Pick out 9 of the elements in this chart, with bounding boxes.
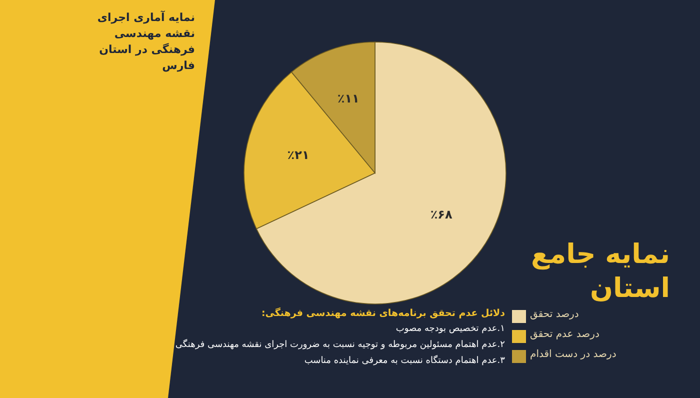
subtitle: نمایه جامع استان	[530, 238, 670, 306]
data-label: ٪۶۸	[430, 207, 454, 222]
annotation: دلائل عدم تحقق برنامه‌های نقشه مهندسی فرهنگی:	[260, 308, 505, 319]
annotation: ۳.عدم اهتمام دستگاه نسبت به معرفی نماینده مناسب	[303, 356, 505, 366]
data-label: ٪۱۱	[337, 91, 360, 106]
annotation: ۱.عدم تخصیص بودجه مصوب	[394, 324, 505, 334]
data-label: ٪۲۱	[287, 148, 310, 162]
annotation: ۲.عدم اهتمام مسئولین مربوطه و توجیه نسبت به ضرورت اجرای نقشه مهندسی فرهنگی	[174, 340, 505, 350]
title: نمایه آماری اجرای نقشه مهندسی فرهنگی در استان فارس	[96, 10, 195, 74]
